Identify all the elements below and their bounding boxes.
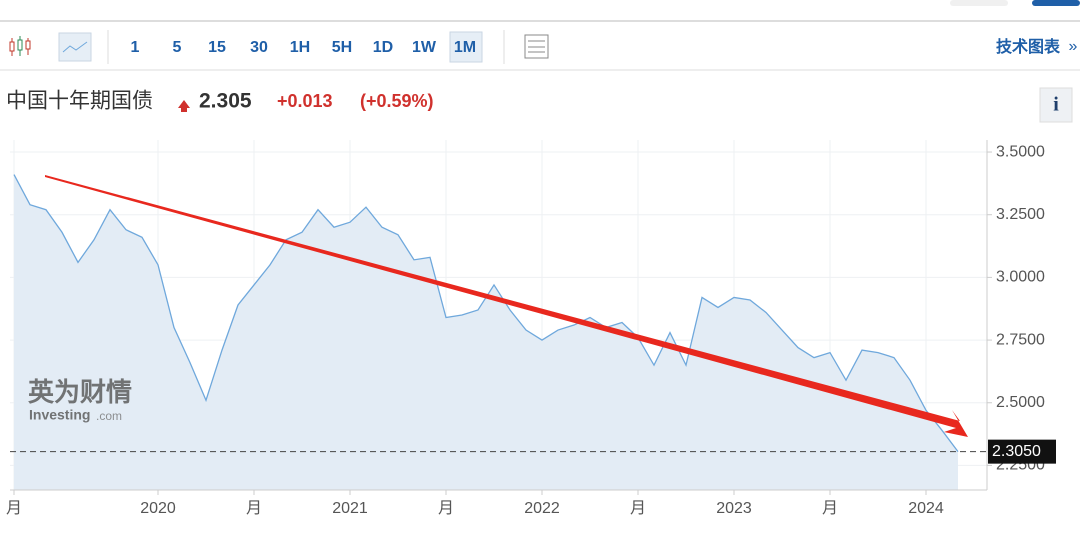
x-tick-label: 2021 bbox=[332, 500, 368, 517]
area-icon[interactable] bbox=[58, 32, 92, 62]
button-stub[interactable] bbox=[1032, 0, 1080, 6]
last-price-label: 2.3050 bbox=[992, 443, 1041, 460]
interval-button[interactable]: 30 bbox=[250, 39, 268, 56]
x-tick-label: 月 bbox=[246, 500, 262, 517]
candle-icon[interactable] bbox=[9, 36, 31, 56]
interval-button[interactable]: 1H bbox=[290, 39, 310, 56]
y-tick-label: 2.7500 bbox=[996, 331, 1045, 348]
x-tick-label: 2024 bbox=[908, 500, 944, 517]
price: 2.305 bbox=[199, 90, 252, 113]
x-tick-label: 月 bbox=[822, 500, 838, 517]
x-tick-label: 2022 bbox=[524, 500, 560, 517]
line-area bbox=[14, 174, 958, 490]
instrument-name: 中国十年期国债 bbox=[6, 90, 153, 113]
watermark-brand: 英为财情 bbox=[28, 377, 132, 407]
area-icon-line bbox=[62, 41, 88, 53]
y-tick-label: 3.5000 bbox=[996, 143, 1045, 160]
plot bbox=[10, 140, 987, 495]
y-tick-label: 3.2500 bbox=[996, 206, 1045, 223]
interval-button[interactable]: 1D bbox=[373, 39, 393, 56]
watermark-site: Investing bbox=[29, 407, 90, 423]
more-link[interactable]: » bbox=[1069, 38, 1078, 55]
interval-button[interactable]: 5 bbox=[173, 39, 182, 56]
button-stub[interactable] bbox=[950, 0, 1008, 6]
x-tick-label: 2023 bbox=[716, 500, 752, 517]
top-strip bbox=[0, 0, 1080, 20]
y-tick-label: 3.0000 bbox=[996, 269, 1045, 286]
y-tick-label: 2.5000 bbox=[996, 394, 1045, 411]
interval-button[interactable]: 1 bbox=[131, 39, 140, 56]
change-pct: (+0.59%) bbox=[360, 91, 434, 111]
x-tick-label: 月 bbox=[6, 500, 22, 517]
x-tick-label: 月 bbox=[438, 500, 454, 517]
interval-button[interactable]: 1M bbox=[454, 39, 476, 56]
x-tick-label: 月 bbox=[630, 500, 646, 517]
interval-button[interactable]: 5H bbox=[332, 39, 352, 56]
info-button[interactable] bbox=[1039, 87, 1073, 123]
interval-button[interactable]: 1W bbox=[412, 39, 437, 56]
active-interval bbox=[449, 31, 483, 63]
watermark-domain: .com bbox=[96, 409, 122, 423]
last-price-box bbox=[988, 439, 1056, 464]
x-tick-label: 2020 bbox=[140, 500, 176, 517]
info-icon: i bbox=[1053, 94, 1059, 116]
change: +0.013 bbox=[277, 91, 333, 111]
interval-button[interactable]: 15 bbox=[208, 39, 226, 56]
up-arrow bbox=[178, 100, 190, 112]
tech-chart-link[interactable]: 技术图表 bbox=[996, 37, 1061, 56]
trend-arrow bbox=[45, 175, 968, 437]
